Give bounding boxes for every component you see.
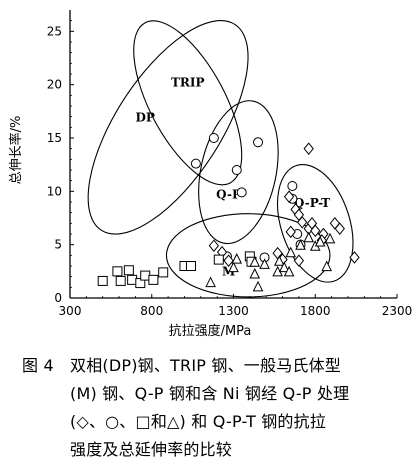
data-point-square bbox=[115, 275, 126, 286]
caption-line-3: (◇、○、□和△) 和 Q-P-T 钢的抗拉 bbox=[70, 412, 327, 431]
data-point-circle bbox=[231, 165, 242, 175]
data-point-triangle bbox=[273, 255, 285, 266]
figure-number: 图 4 bbox=[22, 356, 54, 375]
region-ellipse-m bbox=[165, 213, 331, 298]
data-point-square bbox=[213, 254, 224, 265]
data-point-diamond bbox=[223, 254, 234, 267]
data-point-diamond bbox=[334, 222, 345, 235]
x-tick-label: 1300 bbox=[218, 304, 249, 318]
x-tick-label: 1800 bbox=[300, 304, 331, 318]
data-point-triangle bbox=[324, 232, 336, 244]
caption-text-1: 双相(DP)钢、TRIP 钢、一般马氏体型 bbox=[70, 356, 341, 375]
data-point-square bbox=[112, 266, 123, 277]
data-point-square bbox=[127, 274, 138, 285]
y-tick-label: 5 bbox=[54, 238, 62, 252]
data-point-triangle bbox=[285, 246, 297, 258]
y-tick-label: 0 bbox=[54, 291, 62, 305]
data-point-square bbox=[140, 270, 151, 281]
region-label-q-p-t: Q-P-T bbox=[294, 196, 330, 210]
region-label-dp: DP bbox=[135, 111, 154, 125]
y-tick-label: 10 bbox=[47, 184, 62, 198]
axes: 300 800 1300 1800 2300 0 5 10 15 20 25 bbox=[47, 10, 413, 318]
y-tick-label: 15 bbox=[47, 131, 62, 145]
caption-line-4: 强度及总延伸率的比较 bbox=[70, 440, 233, 459]
data-point-diamond bbox=[208, 239, 220, 253]
data-point-square bbox=[158, 267, 169, 278]
x-tick-label: 2300 bbox=[382, 304, 413, 318]
region-ellipse-q-p-t bbox=[277, 163, 354, 283]
data-point-diamond bbox=[310, 224, 321, 238]
data-point-circle bbox=[287, 181, 298, 191]
data-point-diamond bbox=[283, 190, 295, 203]
data-point-square bbox=[97, 275, 108, 286]
y-tick-label: 20 bbox=[47, 78, 62, 92]
data-point-square bbox=[185, 261, 196, 271]
data-point-circle bbox=[208, 133, 219, 143]
y-tick-label: 25 bbox=[47, 24, 62, 38]
data-point-triangle bbox=[321, 260, 333, 272]
data-point-triangle bbox=[314, 235, 326, 247]
data-point-triangle bbox=[283, 265, 295, 277]
data-point-diamond bbox=[303, 142, 314, 155]
data-point-triangle bbox=[249, 256, 261, 267]
data-point-square bbox=[148, 274, 159, 285]
data-point-triangle bbox=[231, 252, 243, 264]
x-axis-label: 抗拉强度/MPa bbox=[169, 323, 252, 339]
data-point-triangle bbox=[278, 261, 290, 273]
data-point-triangle bbox=[228, 261, 239, 273]
data-point-triangle bbox=[252, 280, 264, 292]
data-point-triangle bbox=[259, 258, 270, 269]
region-label-q-p: Q-P bbox=[216, 187, 241, 201]
data-point-diamond bbox=[349, 251, 360, 264]
data-point-triangle bbox=[205, 276, 216, 288]
data-point-circle bbox=[190, 158, 201, 169]
axis-ticks: 300 800 1300 1800 2300 0 5 10 15 20 25 bbox=[47, 20, 413, 318]
data-point-triangle bbox=[303, 231, 315, 243]
figure-caption: 图 4 双相(DP)钢、TRIP 钢、一般马氏体型 (M) 钢、Q-P 钢和含 N… bbox=[22, 352, 410, 464]
data-point-square bbox=[123, 265, 134, 276]
data-point-circle bbox=[253, 137, 264, 148]
data-point-triangle bbox=[295, 239, 306, 250]
data-point-triangle bbox=[249, 267, 261, 279]
caption-line-2: (M) 钢、Q-P 钢和含 Ni 钢经 Q-P 处理 bbox=[70, 384, 350, 403]
data-point-diamond bbox=[297, 215, 308, 229]
data-point-circle bbox=[236, 187, 247, 198]
x-tick-label: 300 bbox=[59, 304, 82, 318]
data-point-diamond bbox=[293, 254, 305, 267]
y-axis-label: 总伸长率/% bbox=[8, 116, 24, 185]
region-ellipse-dp bbox=[87, 20, 249, 235]
data-point-diamond bbox=[285, 225, 296, 239]
region-ellipse-trip bbox=[133, 20, 243, 186]
data-markers bbox=[97, 133, 360, 292]
x-tick-label: 800 bbox=[140, 304, 163, 318]
region-ellipse-q-p bbox=[198, 100, 279, 245]
caption-line-1: 图 4 双相(DP)钢、TRIP 钢、一般马氏体型 bbox=[22, 352, 410, 380]
region-label-trip: TRIP bbox=[171, 75, 205, 89]
